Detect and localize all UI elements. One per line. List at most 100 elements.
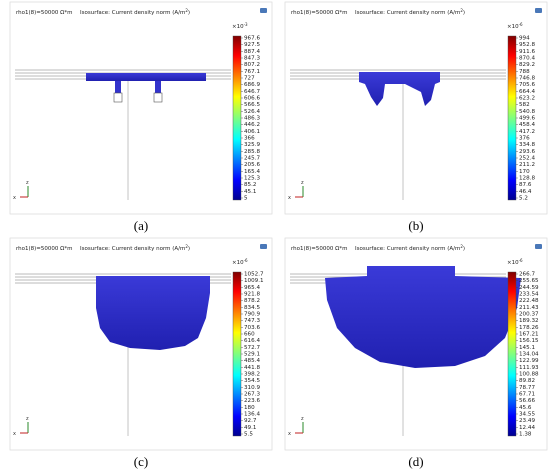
header-title: Isosurface: Current density norm (A/m2): [355, 244, 465, 252]
header-title-sup: 2: [185, 8, 188, 13]
colorbar-label: 952.8: [519, 42, 535, 48]
caption: (d): [408, 454, 423, 469]
colorbar-label: 45.6: [519, 405, 532, 411]
colorbar-label: 92.7: [244, 418, 257, 424]
colorbar-label: 1.38: [519, 432, 532, 438]
panel-frame: [9, 1, 273, 215]
colorbar-label: 222.48: [519, 298, 539, 304]
colorbar-label: 223.6: [244, 398, 260, 404]
colorbar-label: 829.2: [519, 62, 535, 68]
colorbar-label: 834.5: [244, 305, 260, 311]
axis-z-label: z: [301, 180, 304, 186]
isosurface: [96, 276, 210, 350]
colorbar-label: 156.15: [519, 338, 539, 344]
colorbar-exponent: ×10-3: [232, 22, 248, 30]
colorbar-label: 458.4: [519, 122, 535, 128]
axis-z-label: z: [301, 416, 304, 422]
axis-z-label: z: [26, 180, 29, 186]
electrode-tip: [153, 92, 163, 103]
colorbar-label: 911.6: [519, 49, 535, 55]
colorbar-exponent: ×10-6: [507, 22, 523, 30]
view-icon: [260, 244, 267, 249]
colorbar-label: 376: [519, 136, 530, 142]
colorbar-label: 790.9: [244, 312, 260, 318]
exponent-base: ×10: [507, 24, 519, 30]
colorbar-label: 606.6: [244, 96, 260, 102]
header-title: Isosurface: Current density norm (A/m: [355, 10, 460, 16]
axis-x-label: x: [288, 431, 291, 437]
colorbar-label: 354.5: [244, 378, 260, 384]
colorbar-label: 145.1: [519, 345, 535, 351]
colorbar-label: 499.6: [519, 116, 535, 122]
view-icon: [535, 8, 542, 13]
colorbar-label: 878.2: [244, 298, 260, 304]
colorbar-label: 100.88: [519, 372, 539, 378]
colorbar-label: 5.2: [519, 196, 528, 202]
exponent-base: ×10: [232, 24, 244, 30]
panel: rho1(8)=50000 Ω*m Isosurface: Current den…: [284, 1, 548, 233]
colorbar-label: 178.26: [519, 325, 539, 331]
colorbar-label: 267.3: [244, 392, 260, 398]
isosurface: [359, 72, 440, 106]
colorbar-label: 285.8: [244, 149, 260, 155]
colorbar-label: 1052.7: [244, 272, 264, 278]
colorbar-exponent: ×10-6: [507, 258, 523, 266]
colorbar-label: 664.4: [519, 89, 535, 95]
colorbar-label: 122.99: [519, 358, 539, 364]
colorbar-label: 67.71: [519, 392, 535, 398]
axis-z-label: z: [26, 416, 29, 422]
colorbar-label: 572.7: [244, 345, 260, 351]
header-title: Isosurface: Current density norm (A/m: [80, 246, 185, 252]
colorbar-label: 293.6: [519, 149, 535, 155]
colorbar-label: 211.2: [519, 162, 535, 168]
colorbar-label: 566.5: [244, 102, 260, 108]
exponent-power: -3: [244, 22, 248, 27]
colorbar-label: 417.2: [519, 129, 535, 135]
colorbar: [232, 271, 242, 437]
colorbar-label: 170: [519, 169, 530, 175]
colorbar-label: 660: [244, 332, 255, 338]
header-title: Isosurface: Current density norm (A/m2): [80, 244, 190, 252]
header-title: Isosurface: Current density norm (A/m: [80, 10, 185, 16]
header-left: rho1(8)=50000 Ω*m: [291, 10, 347, 16]
colorbar-label: 705.6: [519, 82, 535, 88]
colorbar-label: 994: [519, 36, 530, 42]
exponent-power: -6: [519, 258, 523, 263]
colorbar: [232, 35, 242, 201]
colorbar-label: 165.4: [244, 169, 260, 175]
colorbar-label: 5: [244, 196, 248, 202]
caption: (c): [134, 454, 148, 469]
exponent-base: ×10: [507, 260, 519, 266]
colorbar-label: 211.43: [519, 305, 539, 311]
header-title-sup: 2: [185, 244, 188, 249]
header-title-end: ): [188, 10, 190, 16]
axis-x-label: x: [288, 195, 291, 201]
colorbar-label: 727: [244, 76, 255, 82]
colorbar-label: 747.3: [244, 318, 260, 324]
colorbar-label: 23.49: [519, 418, 535, 424]
colorbar-label: 485.4: [244, 358, 260, 364]
colorbar-label: 167.21: [519, 332, 539, 338]
colorbar-label: 134.04: [519, 352, 539, 358]
colorbar-label: 847.3: [244, 56, 260, 62]
colorbar-label: 49.1: [244, 425, 257, 431]
header-left: rho1(8)=50000 Ω*m: [291, 246, 347, 252]
header-title: Isosurface: Current density norm (A/m2): [80, 8, 190, 16]
colorbar-label: 807.2: [244, 62, 260, 68]
colorbar-label: 244.59: [519, 285, 539, 291]
colorbar-label: 136.4: [244, 412, 260, 418]
colorbar-label: 252.4: [519, 156, 535, 162]
colorbar-label: 245.7: [244, 156, 260, 162]
caption: (a): [134, 218, 148, 233]
exponent-power: -6: [519, 22, 523, 27]
colorbar-label: 56.66: [519, 398, 535, 404]
panel: rho1(8)=50000 Ω*m Isosurface: Current den…: [284, 237, 548, 469]
isosurface: [325, 266, 521, 368]
colorbar: [507, 35, 517, 201]
exponent-base: ×10: [232, 260, 244, 266]
colorbar-label: 486.3: [244, 116, 260, 122]
colorbar-label: 45.1: [244, 189, 257, 195]
colorbar-label: 398.2: [244, 372, 260, 378]
colorbar-label: 46.4: [519, 189, 532, 195]
header-title-end: ): [188, 246, 190, 252]
